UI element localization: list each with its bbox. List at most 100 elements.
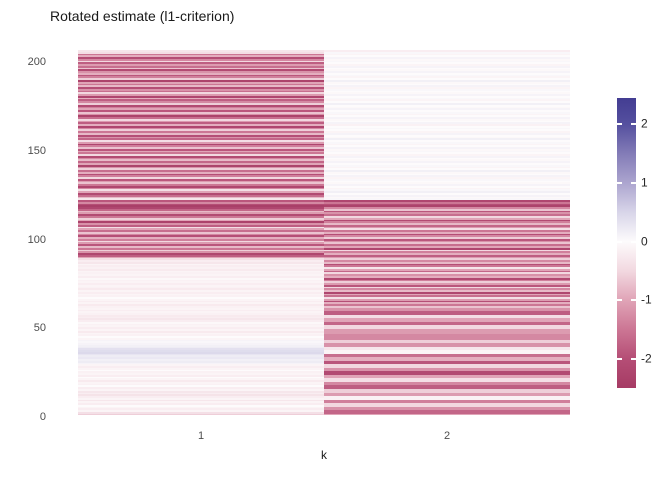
heatmap-cell — [324, 136, 570, 139]
heatmap-cell — [324, 304, 570, 307]
heatmap-row — [78, 316, 570, 319]
heatmap-row — [78, 277, 570, 280]
heatmap-cell — [78, 201, 324, 204]
heatmap-cell — [78, 362, 324, 365]
heatmap-cell — [324, 295, 570, 298]
heatmap-cell — [78, 283, 324, 285]
heatmap-row — [78, 88, 570, 91]
heatmap-row — [78, 371, 570, 374]
heatmap-cell — [78, 83, 324, 86]
heatmap-row — [78, 110, 570, 112]
heatmap-cell — [324, 320, 570, 322]
heatmap-cell — [78, 205, 324, 208]
heatmap-cell — [78, 339, 324, 342]
heatmap-cell — [324, 191, 570, 194]
heatmap-cell — [324, 413, 570, 416]
heatmap-cell — [78, 131, 324, 133]
heatmap-cell — [78, 145, 324, 148]
heatmap-cell — [78, 360, 324, 363]
heatmap-cell — [324, 286, 570, 289]
legend-tick-label: -1 — [641, 292, 652, 307]
heatmap-row — [78, 99, 570, 102]
heatmap-row — [78, 291, 570, 294]
heatmap-cell — [324, 390, 570, 393]
legend-tick-label: 2 — [641, 116, 648, 131]
heatmap-cell — [324, 182, 570, 185]
heatmap-cell — [78, 293, 324, 296]
heatmap-cell — [324, 81, 570, 84]
heatmap-cell — [324, 217, 570, 220]
heatmap-row — [78, 170, 570, 172]
heatmap-cell — [78, 193, 324, 195]
heatmap-cell — [78, 113, 324, 116]
heatmap-row — [78, 178, 570, 181]
heatmap-row — [78, 293, 570, 296]
heatmap-cell — [324, 88, 570, 91]
heatmap-row — [78, 348, 570, 351]
heatmap-cell — [78, 351, 324, 354]
heatmap-cell — [324, 138, 570, 141]
heatmap-cell — [324, 78, 570, 81]
heatmap-cell — [78, 355, 324, 358]
heatmap-cell — [324, 157, 570, 160]
heatmap-cell — [78, 387, 324, 389]
heatmap-cell — [78, 72, 324, 75]
heatmap-row — [78, 337, 570, 340]
heatmap-row — [78, 321, 570, 324]
heatmap-cell — [324, 381, 570, 384]
heatmap-cell — [324, 210, 570, 213]
heatmap-row — [78, 81, 570, 84]
heatmap-cell — [78, 159, 324, 162]
heatmap-cell — [324, 117, 570, 119]
heatmap-cell — [78, 55, 324, 58]
heatmap-cell — [78, 406, 324, 409]
heatmap-row — [78, 132, 570, 135]
heatmap-cell — [324, 178, 570, 181]
heatmap-cell — [78, 150, 324, 153]
heatmap-cell — [324, 92, 570, 95]
heatmap-cell — [324, 401, 570, 404]
heatmap-row — [78, 300, 570, 303]
heatmap-row — [78, 283, 570, 285]
legend-tick-label: 1 — [641, 175, 648, 190]
heatmap-row — [78, 314, 570, 317]
heatmap-cell — [78, 328, 324, 331]
heatmap-cell — [324, 334, 570, 337]
heatmap-row — [78, 270, 570, 273]
heatmap-cell — [78, 210, 324, 213]
heatmap-cell — [78, 394, 324, 397]
heatmap-cell — [78, 65, 324, 68]
heatmap-cell — [324, 367, 570, 370]
heatmap-cell — [78, 87, 324, 89]
heatmap-cell — [78, 401, 324, 404]
heatmap-cell — [78, 346, 324, 349]
heatmap-cell — [78, 268, 324, 271]
heatmap-cell — [78, 102, 324, 105]
legend-tick-label: 0 — [641, 234, 648, 249]
heatmap-cell — [78, 374, 324, 377]
heatmap-cell — [324, 277, 570, 280]
heatmap-cell — [78, 198, 324, 201]
heatmap-cell — [324, 256, 570, 259]
heatmap-cell — [324, 254, 570, 257]
heatmap-cell — [78, 219, 324, 222]
heatmap-row — [78, 208, 570, 211]
heatmap-cell — [78, 309, 324, 312]
heatmap-cell — [324, 392, 570, 395]
heatmap-row — [78, 217, 570, 220]
heatmap-cell — [324, 102, 570, 105]
heatmap-row — [78, 108, 570, 111]
y-axis-tick-label: 150 — [27, 145, 46, 158]
heatmap-row — [78, 389, 570, 391]
heatmap-cell — [324, 207, 570, 209]
heatmap-row — [78, 50, 570, 52]
heatmap-cell — [324, 327, 570, 329]
heatmap-cell — [78, 376, 324, 379]
heatmap-cell — [324, 60, 570, 63]
heatmap-row — [78, 228, 570, 231]
heatmap-cell — [78, 196, 324, 199]
heatmap-row — [78, 309, 570, 312]
heatmap-row — [78, 260, 570, 262]
y-axis-tick-label: 50 — [33, 322, 46, 335]
heatmap-row — [78, 366, 570, 368]
